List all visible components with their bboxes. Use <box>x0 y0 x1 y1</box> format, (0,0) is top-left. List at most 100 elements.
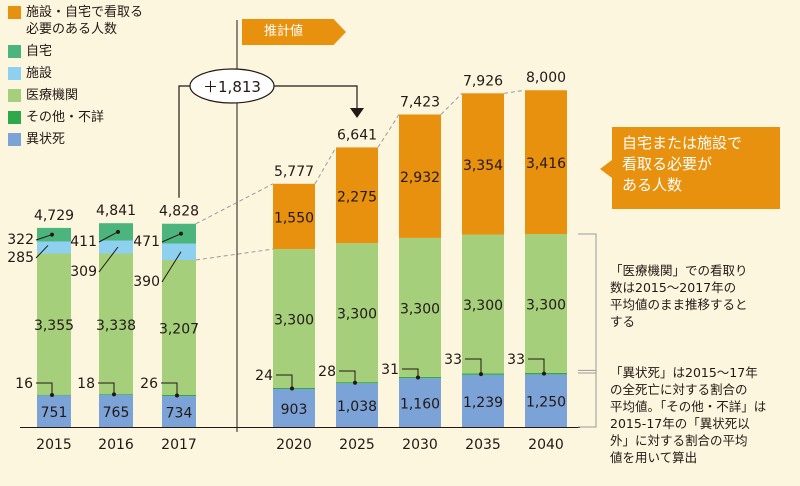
legend-swatch <box>8 67 21 80</box>
connector-line <box>440 92 463 115</box>
segment-value-label: 390 <box>133 274 160 290</box>
segment-value-label: 18 <box>77 376 95 392</box>
bar-total-label: 7,926 <box>463 73 503 89</box>
segment-value-label: 411 <box>70 234 97 250</box>
segment-value-label: 322 <box>7 232 34 248</box>
leader-line <box>161 382 178 396</box>
legend-swatch <box>8 45 21 58</box>
bar-segment <box>462 374 504 427</box>
legend-label: 施設 <box>26 66 53 81</box>
legend-swatch <box>8 133 21 146</box>
segment-value-label: 26 <box>140 376 158 392</box>
segment-value-label: 903 <box>281 402 308 418</box>
x-tick-label: 2017 <box>161 437 197 453</box>
segment-value-label: 3,355 <box>34 318 74 334</box>
projection-arrow-label: 推計値 <box>242 19 346 45</box>
segment-value-label: 3,300 <box>337 307 377 323</box>
segment-value-label: 24 <box>255 368 273 384</box>
leader-dot <box>175 393 179 398</box>
segment-value-label: 1,250 <box>526 395 566 411</box>
x-tick-label: 2040 <box>528 437 564 453</box>
segment-value-label: 765 <box>103 405 130 421</box>
bar-segment <box>162 396 196 427</box>
legend-item-other: その他・不詳 <box>8 109 143 126</box>
legend-item-abnormal: 異状死 <box>8 131 143 148</box>
bracket-medical <box>578 233 597 374</box>
segment-value-label: 33 <box>444 352 462 368</box>
bar-segment <box>525 90 567 235</box>
bar-segment <box>399 237 441 377</box>
leader-dot <box>112 392 116 397</box>
segment-value-label: 3,300 <box>526 298 566 314</box>
x-tick-label: 2020 <box>276 437 312 453</box>
bar-segment <box>162 259 196 396</box>
bar-segment <box>99 253 133 395</box>
bar-segment <box>525 234 567 373</box>
legend-swatch <box>8 89 21 102</box>
bar-total-label: 4,729 <box>34 208 74 224</box>
bar-segment <box>462 234 504 374</box>
bar-segment <box>99 240 133 254</box>
bar-segment <box>525 374 567 427</box>
leader-dot <box>50 393 54 398</box>
segment-value-label: 16 <box>15 376 33 392</box>
leader-line <box>339 370 356 383</box>
callout-box: 自宅または施設で 看取る必要が ある人数 <box>600 127 780 209</box>
increase-leader-line <box>274 85 358 110</box>
arrowhead-down-icon <box>350 108 364 118</box>
note-medical: 「医療機関」での看取り 数は2015～2017年の 平均値のまま推移すると する <box>610 263 748 329</box>
bracket-abnormal <box>578 369 597 428</box>
x-tick-label: 2025 <box>339 437 375 453</box>
legend-label: 異状死 <box>26 132 66 147</box>
segment-value-label: 28 <box>318 364 336 380</box>
segment-value-label: 33 <box>507 352 525 368</box>
increase-label: ＋1,813 <box>203 78 261 96</box>
legend-label: 施設・自宅で看取る 必要のある人数 <box>26 5 144 37</box>
segment-value-label: 3,354 <box>463 158 503 174</box>
segment-value-label: 3,300 <box>400 301 440 317</box>
leader-dot <box>116 229 120 234</box>
segment-value-label: 3,416 <box>526 156 566 172</box>
segment-value-label: 2,932 <box>400 170 440 186</box>
x-tick-label: 2030 <box>402 437 438 453</box>
legend-item-home: 自宅 <box>8 43 143 60</box>
leader-line <box>161 233 182 243</box>
bar-total-label: 6,641 <box>337 127 377 143</box>
legend-item-home-facility-needed: 施設・自宅で看取る 必要のある人数 <box>8 4 143 38</box>
segment-value-label: 734 <box>166 406 193 422</box>
bar-segment <box>162 243 196 260</box>
bar-segment <box>37 395 71 427</box>
leader-dot <box>50 232 54 237</box>
leader-line <box>276 374 293 389</box>
bar-segment <box>462 93 504 235</box>
x-tick-label: 2015 <box>36 437 72 453</box>
bar-total-label: 4,828 <box>159 204 199 220</box>
segment-value-label: 471 <box>133 234 160 250</box>
leader-dot <box>290 386 294 391</box>
bar-segment <box>336 383 378 427</box>
bar-segment <box>37 241 71 254</box>
increase-leader-line <box>178 85 190 198</box>
leader-dot <box>479 372 483 377</box>
legend-swatch <box>8 6 21 19</box>
bar-total-label: 4,841 <box>96 203 136 219</box>
leader-line <box>161 251 182 283</box>
leader-dot <box>353 380 357 385</box>
legend: 施設・自宅で看取る 必要のある人数 自宅 施設 医療機関 その他・不詳 異状死 <box>8 4 143 153</box>
connector-line <box>195 248 274 261</box>
legend-label: 自宅 <box>26 44 53 59</box>
legend-label: その他・不詳 <box>26 110 105 125</box>
bar-segment <box>37 253 71 395</box>
segment-value-label: 751 <box>41 405 68 421</box>
bar-total-label: 8,000 <box>526 70 566 86</box>
bar-segment <box>399 114 441 238</box>
segment-value-label: 1,038 <box>337 399 377 415</box>
note-abnormal: 「異状死」は2015～17年 の全死亡に対する割合の 平均値。「その他・不詳」は… <box>610 365 767 465</box>
x-tick-label: 2016 <box>98 437 134 453</box>
leader-line <box>98 246 119 273</box>
bar-segment <box>399 378 441 427</box>
leader-line <box>98 382 115 395</box>
legend-swatch <box>8 111 21 124</box>
bar-segment <box>273 183 315 250</box>
